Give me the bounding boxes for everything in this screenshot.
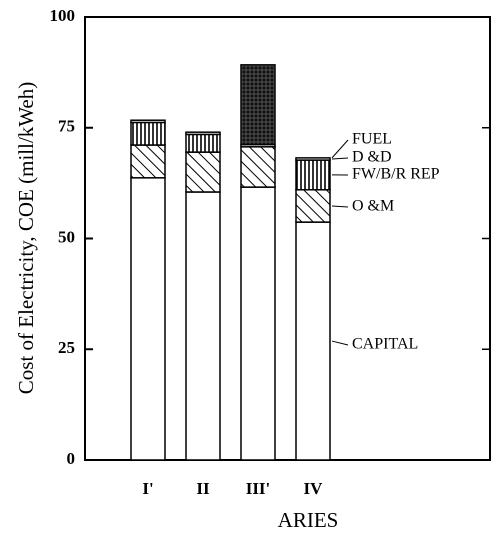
bar-segment [295, 157, 331, 161]
bar-segment [185, 131, 221, 136]
leader-line [331, 205, 349, 208]
leader-line [331, 139, 349, 159]
bar-segment [185, 151, 221, 193]
y-axis-title: Cost of Electricity, COE (mill/kWeh) [14, 82, 38, 394]
x-tick-label: II [196, 479, 210, 498]
x-tick-label: I' [142, 479, 153, 498]
bar-segment [130, 177, 166, 461]
bar-segment [130, 119, 166, 124]
series-label: FUEL [352, 131, 392, 148]
bar-segment [185, 133, 221, 153]
bar-segment [240, 186, 276, 461]
y-tick-label: 0 [67, 449, 76, 468]
series-label: CAPITAL [352, 336, 418, 353]
bar-segment [295, 189, 331, 223]
y-tick-label: 100 [50, 6, 76, 25]
x-tick-label: IV [304, 479, 324, 498]
series-label: FW/B/R REP [352, 166, 440, 183]
bar-segment [295, 221, 331, 461]
y-tick-label: 25 [58, 338, 75, 357]
series-label: O &M [352, 198, 394, 215]
bar-segment [240, 64, 276, 146]
leader-line [331, 157, 349, 160]
bar-segment [295, 159, 331, 191]
x-axis-title: ARIES [278, 508, 339, 532]
bar-segment [130, 121, 166, 146]
bar-segment [130, 144, 166, 179]
leader-line [331, 340, 349, 346]
y-tick-label: 75 [58, 117, 75, 136]
y-tick-label: 50 [58, 227, 75, 246]
bar-segment [240, 146, 276, 188]
bar-segment [185, 191, 221, 461]
series-label: D &D [352, 149, 392, 166]
x-tick-label: III' [246, 479, 271, 498]
